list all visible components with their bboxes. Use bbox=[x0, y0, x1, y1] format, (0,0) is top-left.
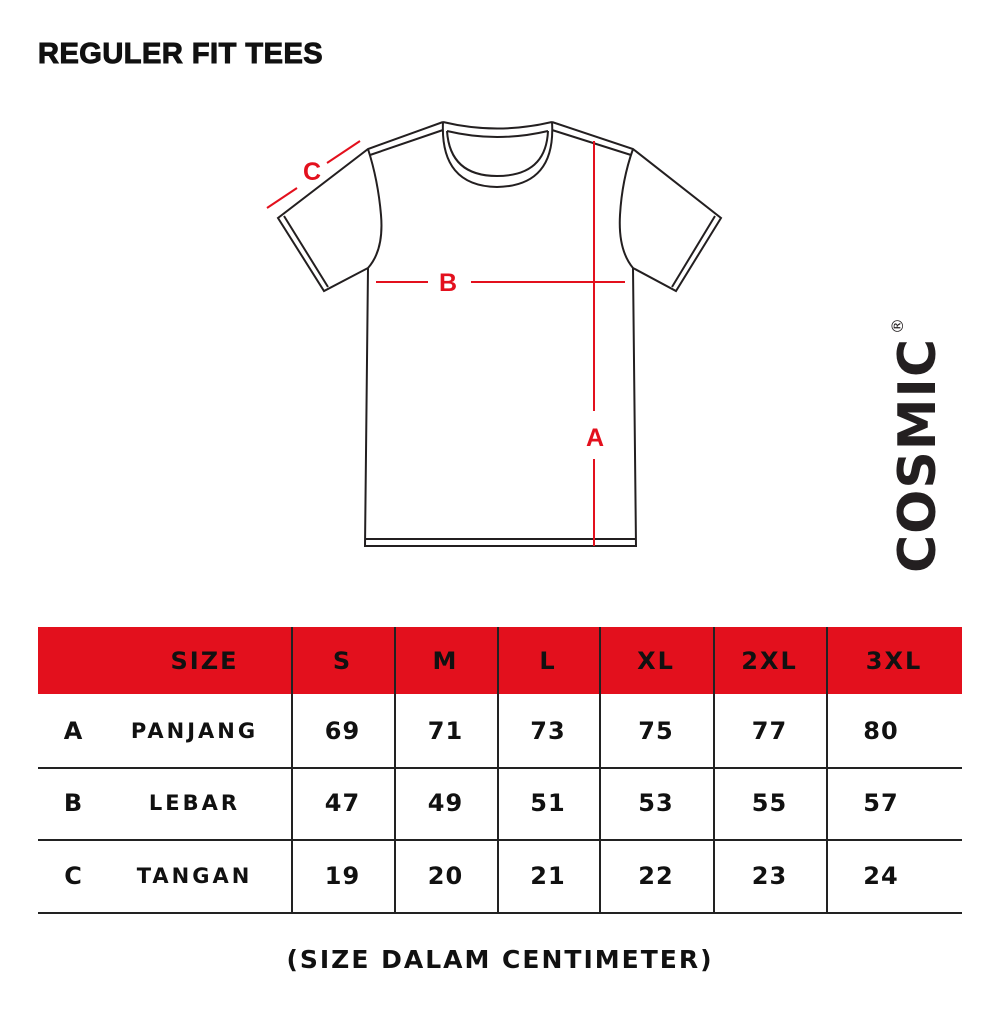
measurement-lines bbox=[266, 140, 625, 546]
value-cell: 57 bbox=[863, 789, 899, 817]
page-title: REGULER FIT TEES bbox=[37, 38, 324, 71]
tshirt-outline bbox=[276, 121, 723, 547]
registered-mark: ® bbox=[888, 316, 907, 334]
brand-logo: COSMIC ® bbox=[888, 317, 948, 573]
value-cell: 53 bbox=[638, 789, 674, 817]
row-label: TANGAN bbox=[136, 863, 253, 888]
column-divider bbox=[394, 627, 396, 912]
value-cell: 75 bbox=[638, 716, 674, 745]
value-cell: 80 bbox=[863, 716, 899, 745]
brand-name: COSMIC bbox=[888, 337, 948, 574]
measure-c-line bbox=[266, 187, 298, 209]
value-cell: 20 bbox=[427, 861, 464, 890]
value-cell: 49 bbox=[427, 789, 464, 817]
value-cell: 77 bbox=[751, 716, 788, 745]
row-label: PANJANG bbox=[130, 718, 259, 743]
value-cell: 51 bbox=[530, 789, 566, 817]
row-label: LEBAR bbox=[148, 791, 241, 815]
value-cell: 19 bbox=[324, 861, 361, 890]
value-cell: 55 bbox=[751, 789, 788, 817]
value-cell: 23 bbox=[751, 861, 788, 890]
value-cell: 22 bbox=[638, 861, 674, 890]
row-divider bbox=[38, 839, 962, 841]
column-divider bbox=[826, 627, 828, 912]
header-size-s: S bbox=[332, 646, 353, 675]
row-key: C bbox=[64, 861, 82, 890]
header-size-3xl: 3XL bbox=[865, 646, 923, 675]
row-divider bbox=[38, 912, 962, 914]
value-cell: 71 bbox=[427, 716, 464, 745]
header-size-l: L bbox=[539, 646, 557, 675]
column-divider bbox=[713, 627, 715, 912]
measure-c-line bbox=[326, 140, 361, 164]
measure-b-label: B bbox=[439, 269, 457, 297]
column-divider bbox=[497, 627, 499, 912]
measure-c-label: C bbox=[303, 158, 321, 186]
header-size-2xl: 2XL bbox=[741, 646, 798, 675]
row-key: B bbox=[63, 789, 83, 817]
column-divider bbox=[291, 627, 293, 912]
value-cell: 73 bbox=[530, 716, 566, 745]
row-divider bbox=[38, 767, 962, 769]
header-size-xl: XL bbox=[637, 646, 675, 675]
column-divider bbox=[599, 627, 601, 912]
unit-note: (SIZE DALAM CENTIMETER) bbox=[286, 945, 714, 974]
table-header bbox=[38, 627, 962, 694]
value-cell: 69 bbox=[324, 716, 361, 745]
header-size: SIZE bbox=[170, 646, 239, 675]
measure-a-label: A bbox=[586, 424, 604, 452]
value-cell: 24 bbox=[863, 861, 899, 890]
value-cell: 21 bbox=[530, 861, 566, 890]
value-cell: 47 bbox=[324, 789, 361, 817]
header-size-m: M bbox=[432, 646, 459, 675]
row-key: A bbox=[63, 716, 83, 745]
tshirt-diagram: C B A bbox=[266, 121, 723, 547]
